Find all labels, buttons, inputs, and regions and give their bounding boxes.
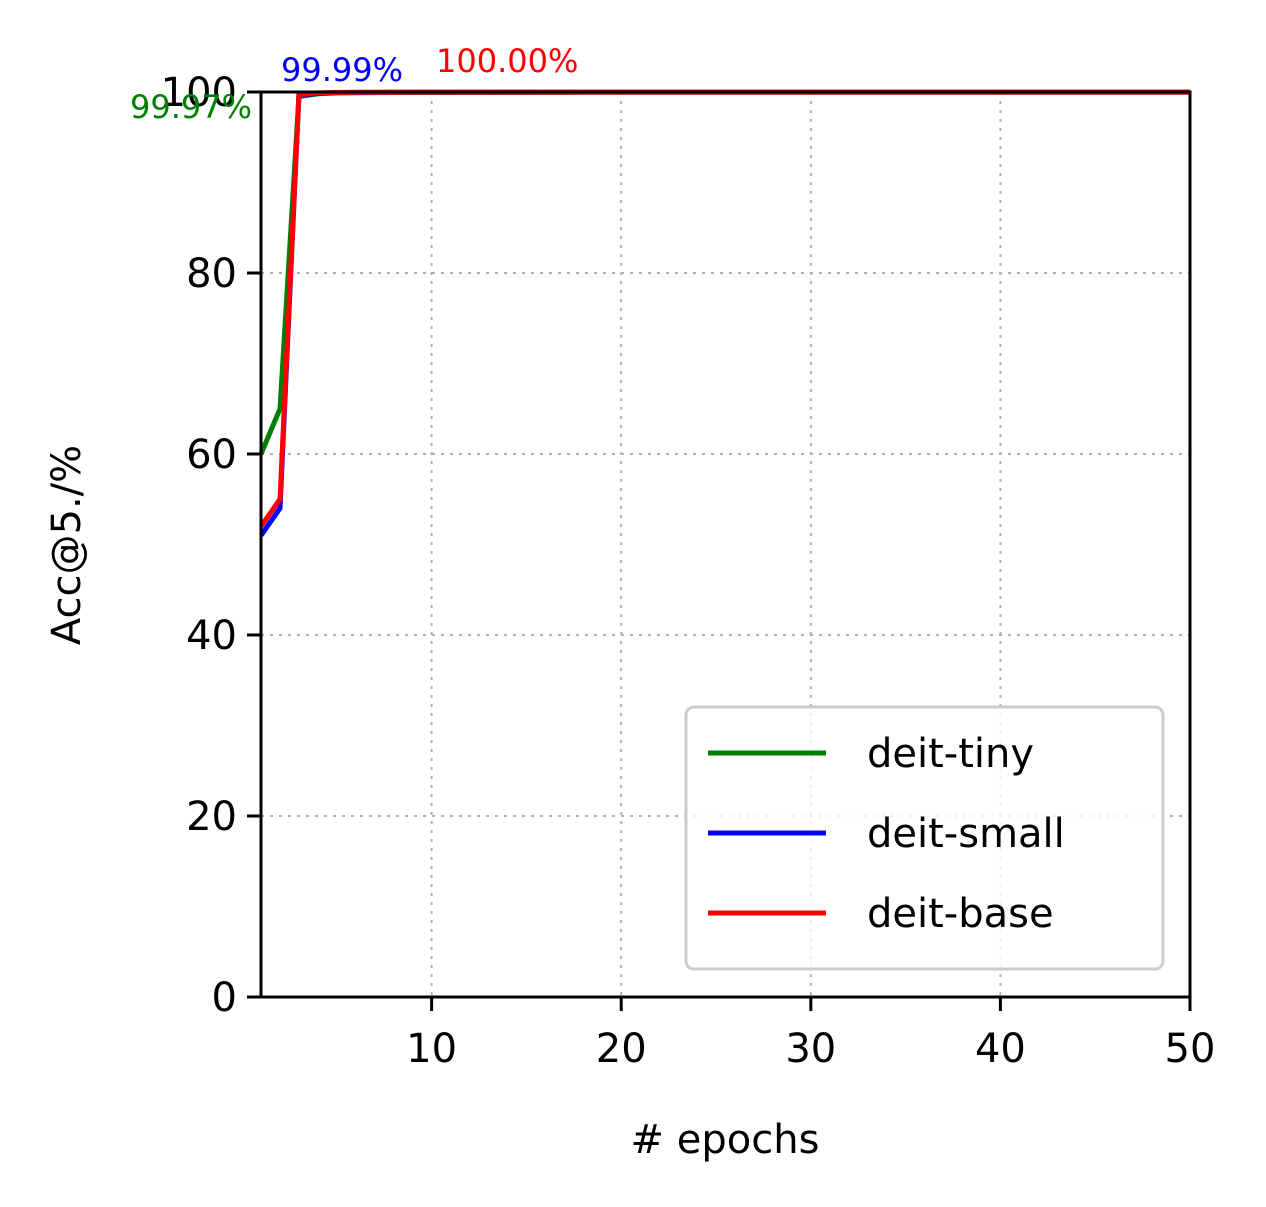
x-axis-label: # epochs [631,1117,820,1163]
legend: deit-tiny deit-small deit-base [684,705,1165,971]
y-tick-label-2: 40 [186,613,237,659]
annotation-deit-tiny: 99.97% [130,88,252,126]
annotation-deit-base: 100.00% [436,42,578,80]
x-tick-label-0: 10 [406,1026,457,1072]
x-tick-label-3: 40 [975,1026,1026,1072]
series-line-deit-small [258,89,1190,537]
y-tick-label-4: 80 [186,251,237,297]
y-axis-label: Acc@5./% [44,445,90,645]
x-tick-label-1: 20 [596,1026,647,1072]
annotations: 99.97% 99.99% 100.00% [130,42,578,126]
legend-items: deit-tiny deit-small deit-base [708,731,1065,937]
x-tick-label-4: 50 [1165,1026,1216,1072]
series-lines [258,89,1190,537]
legend-label-deit-tiny: deit-tiny [867,731,1034,777]
y-tick-label-5: 100 [161,70,237,116]
legend-label-deit-base: deit-base [867,891,1054,937]
y-tick-label-3: 60 [186,432,237,478]
x-tick-label-2: 30 [785,1026,836,1072]
series-line-deit-base [258,89,1190,528]
legend-label-deit-small: deit-small [867,811,1065,857]
annotation-deit-small: 99.99% [281,51,403,89]
series-line-deit-tiny [258,89,1190,455]
plot-frame [259,90,1192,999]
y-tick-label-1: 20 [186,794,237,840]
legend-frame [684,705,1165,971]
y-tick-label-0: 0 [212,975,237,1021]
ticks: 10 20 30 40 50 0 20 40 60 80 100 [161,70,1216,1072]
